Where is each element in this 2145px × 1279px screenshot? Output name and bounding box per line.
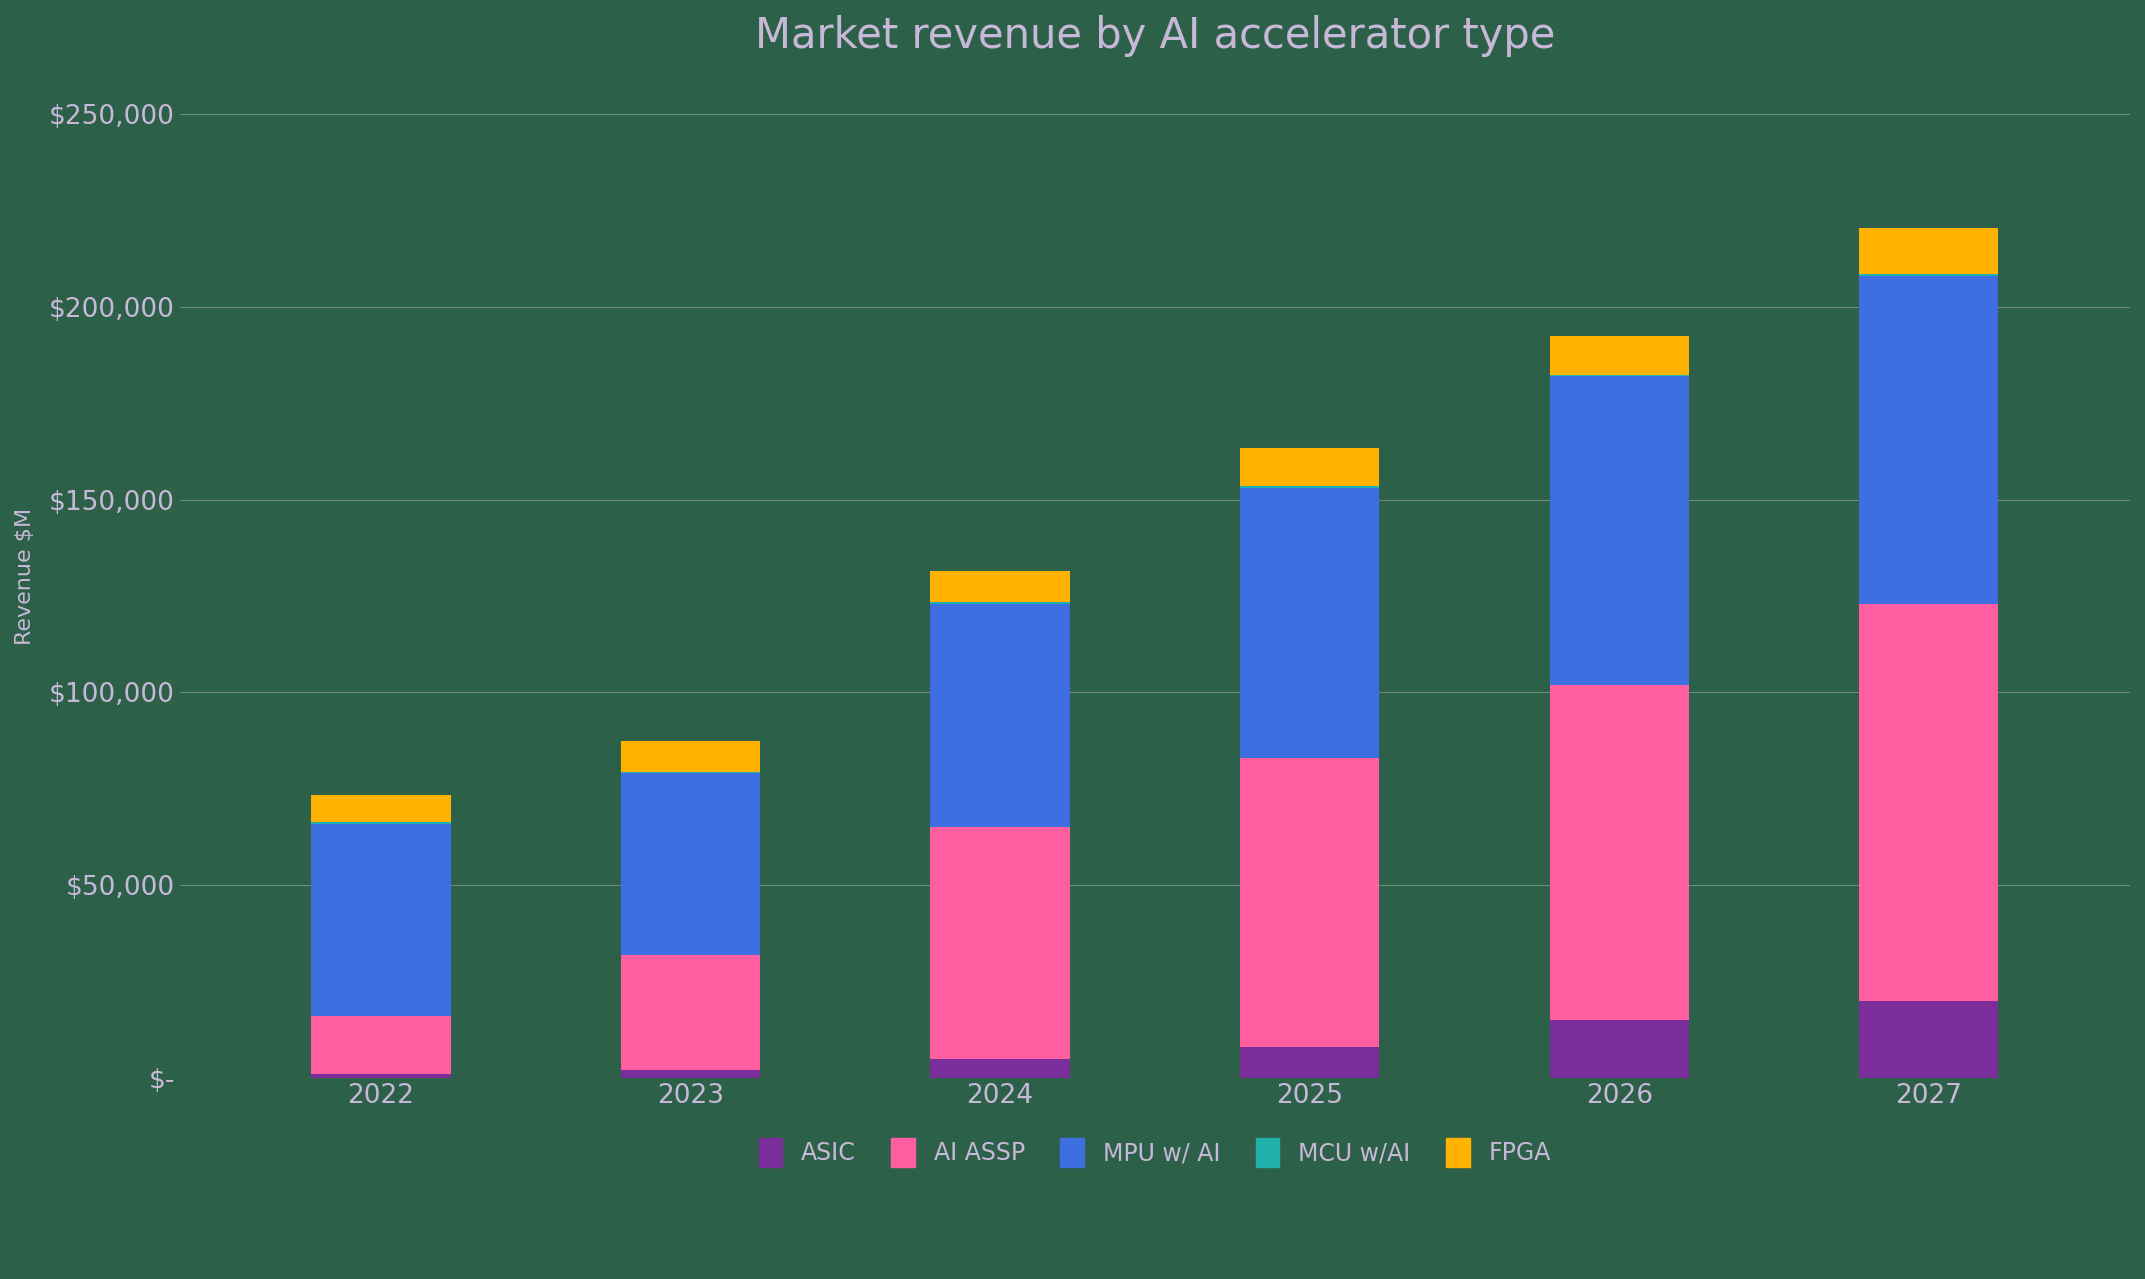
Bar — [620, 1071, 759, 1078]
Bar — [1860, 274, 1999, 276]
Bar — [931, 572, 1070, 602]
Bar — [1549, 376, 1688, 684]
Bar — [1549, 1021, 1688, 1078]
Legend: ASIC, AI ASSP, MPU w/ AI, MCU w/AI, FPGA: ASIC, AI ASSP, MPU w/ AI, MCU w/AI, FPGA — [749, 1128, 1559, 1177]
Bar — [311, 1017, 450, 1074]
Bar — [620, 774, 759, 954]
Bar — [311, 1074, 450, 1078]
Bar — [1240, 489, 1379, 758]
Bar — [1860, 228, 1999, 274]
Title: Market revenue by AI accelerator type: Market revenue by AI accelerator type — [755, 15, 1555, 58]
Bar — [1549, 375, 1688, 376]
Bar — [620, 741, 759, 771]
Bar — [1240, 448, 1379, 486]
Bar — [1549, 336, 1688, 375]
Bar — [1240, 486, 1379, 489]
Bar — [311, 794, 450, 821]
Bar — [1240, 1048, 1379, 1078]
Bar — [620, 771, 759, 774]
Bar — [1860, 1001, 1999, 1078]
Bar — [311, 821, 450, 824]
Bar — [1549, 684, 1688, 1021]
Bar — [1860, 604, 1999, 1001]
Bar — [931, 828, 1070, 1059]
Bar — [311, 824, 450, 1017]
Bar — [1240, 758, 1379, 1048]
Bar — [1860, 276, 1999, 604]
Bar — [931, 1059, 1070, 1078]
Bar — [931, 604, 1070, 828]
Bar — [620, 954, 759, 1071]
Bar — [931, 602, 1070, 604]
Y-axis label: Revenue $M: Revenue $M — [15, 508, 34, 646]
